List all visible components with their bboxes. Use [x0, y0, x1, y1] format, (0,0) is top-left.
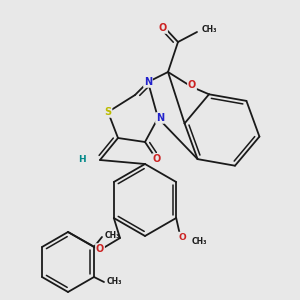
Text: O: O [153, 154, 161, 164]
Text: O: O [188, 80, 196, 90]
Text: H: H [78, 155, 86, 164]
Text: CH₃: CH₃ [107, 278, 122, 286]
Text: S: S [104, 107, 112, 117]
Text: N: N [156, 113, 164, 123]
Text: CH₃: CH₃ [192, 236, 208, 245]
Text: O: O [159, 23, 167, 33]
Text: O: O [178, 232, 186, 242]
Text: O: O [96, 244, 104, 254]
Text: N: N [144, 77, 152, 87]
Text: CH₃: CH₃ [105, 230, 121, 239]
Text: CH₃: CH₃ [202, 25, 218, 34]
